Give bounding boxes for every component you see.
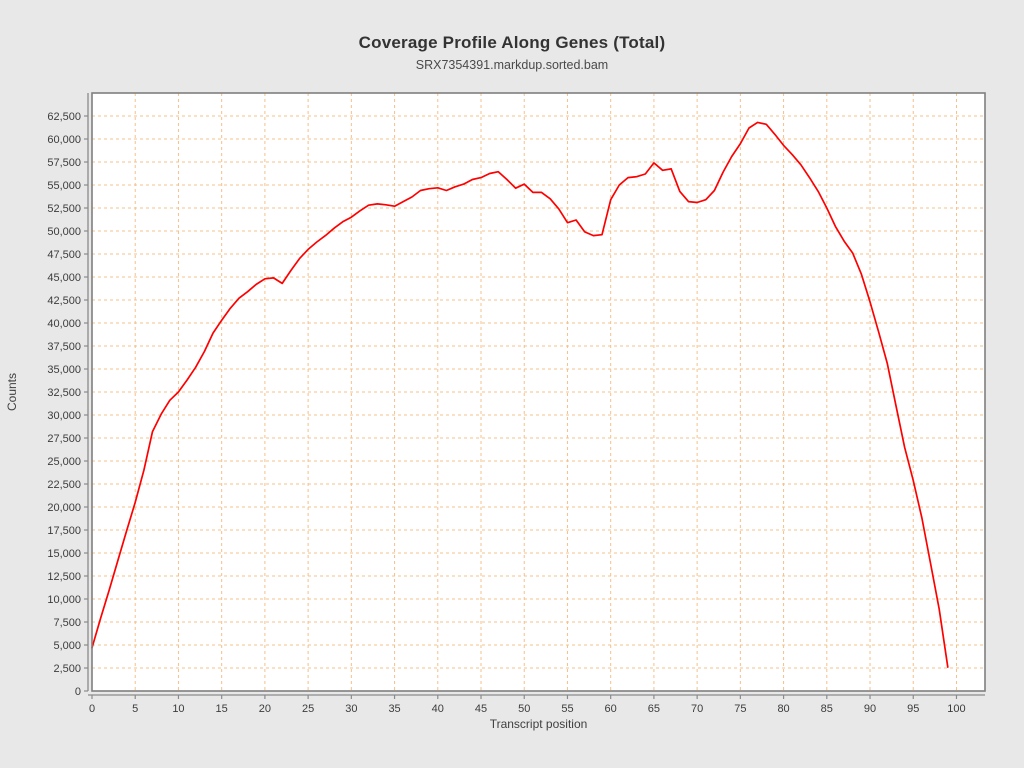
x-tick-label: 10 [172, 703, 184, 715]
y-tick-label: 0 [75, 686, 81, 698]
x-tick-label: 20 [259, 703, 271, 715]
y-tick-label: 12,500 [47, 571, 81, 583]
x-tick-label: 50 [518, 703, 530, 715]
y-tick-label: 25,000 [47, 456, 81, 468]
y-tick-label: 17,500 [47, 525, 81, 537]
y-tick-label: 10,000 [47, 594, 81, 606]
y-tick-label: 55,000 [47, 180, 81, 192]
y-tick-label: 40,000 [47, 318, 81, 330]
x-tick-label: 45 [475, 703, 487, 715]
x-tick-label: 85 [821, 703, 833, 715]
x-tick-label: 55 [561, 703, 573, 715]
y-tick-label: 45,000 [47, 272, 81, 284]
y-tick-label: 2,500 [53, 663, 81, 675]
x-tick-label: 90 [864, 703, 876, 715]
y-tick-label: 35,000 [47, 364, 81, 376]
y-tick-label: 52,500 [47, 203, 81, 215]
y-tick-label: 42,500 [47, 295, 81, 307]
x-tick-label: 40 [432, 703, 444, 715]
x-tick-label: 100 [947, 703, 965, 715]
y-tick-label: 32,500 [47, 387, 81, 399]
x-tick-label: 95 [907, 703, 919, 715]
chart-subtitle: SRX7354391.markdup.sorted.bam [415, 58, 609, 72]
y-tick-label: 20,000 [47, 502, 81, 514]
y-tick-label: 57,500 [47, 157, 81, 169]
y-tick-label: 50,000 [47, 226, 81, 238]
y-tick-label: 15,000 [47, 548, 81, 560]
y-tick-label: 27,500 [47, 433, 81, 445]
y-tick-label: 7,500 [53, 617, 81, 629]
y-tick-label: 47,500 [47, 249, 81, 261]
x-tick-label: 65 [648, 703, 660, 715]
x-tick-label: 80 [777, 703, 789, 715]
plot-frame [91, 92, 986, 692]
x-tick-label: 70 [691, 703, 703, 715]
x-axis-title: Transcript position [489, 717, 588, 731]
y-tick-label: 60,000 [47, 134, 81, 146]
x-tick-label: 75 [734, 703, 746, 715]
y-tick-label: 62,500 [47, 111, 81, 123]
y-tick-label: 30,000 [47, 410, 81, 422]
x-tick-label: 0 [89, 703, 95, 715]
chart-title: Coverage Profile Along Genes (Total) [358, 33, 666, 52]
x-tick-label: 35 [388, 703, 400, 715]
x-tick-label: 25 [302, 703, 314, 715]
y-tick-label: 5,000 [53, 640, 81, 652]
x-tick-label: 60 [605, 703, 617, 715]
x-tick-label: 15 [216, 703, 228, 715]
x-tick-label: 30 [345, 703, 357, 715]
x-tick-label: 5 [132, 703, 138, 715]
y-tick-label: 22,500 [47, 479, 81, 491]
y-tick-label: 37,500 [47, 341, 81, 353]
coverage-line [91, 121, 949, 668]
y-axis-title: Counts [5, 372, 19, 412]
